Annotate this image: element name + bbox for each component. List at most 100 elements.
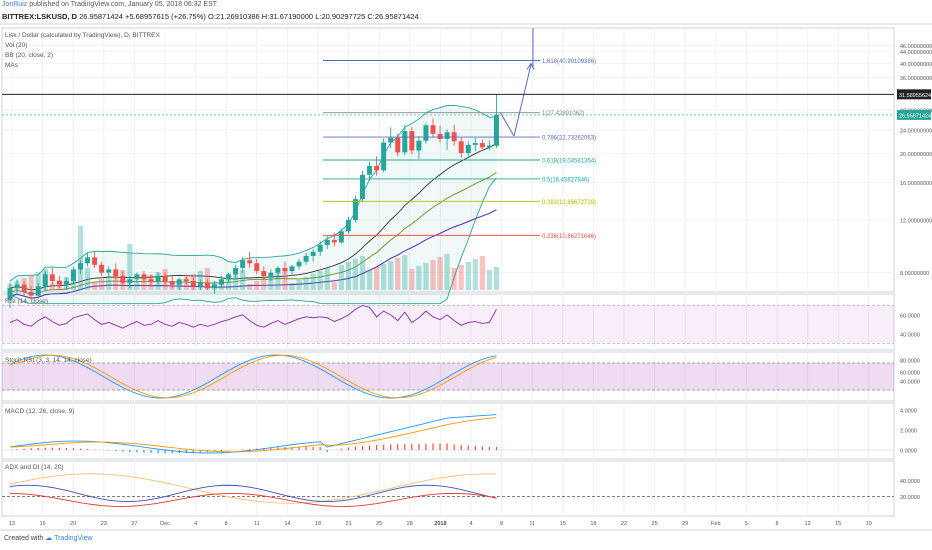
time-tick-label: Dec — [160, 521, 170, 527]
time-tick-label: 11 — [254, 521, 260, 527]
candle-body — [28, 291, 34, 296]
volume-bar — [451, 268, 457, 290]
macd-histogram-bar — [376, 445, 378, 450]
candle-body — [402, 131, 408, 153]
candle-body — [423, 125, 429, 141]
macd-histogram-bar — [30, 448, 32, 450]
candle-body — [388, 137, 394, 143]
volume-bar — [409, 269, 415, 290]
candle-body — [458, 141, 464, 154]
macd-histogram-bar — [150, 450, 152, 453]
macd-histogram-bar — [16, 449, 18, 450]
time-tick-label: 8 — [775, 521, 778, 527]
volume-bar — [28, 275, 34, 290]
candle-body — [472, 143, 478, 145]
candle-body — [226, 274, 232, 280]
volume-bar — [359, 256, 366, 290]
author-link[interactable]: JonRuiz — [2, 1, 28, 8]
macd-histogram-bar — [164, 450, 166, 454]
volume-bar — [282, 269, 288, 290]
time-tick-label: 21 — [346, 521, 352, 527]
legend-macd[interactable]: MACD (12, 26, close, 9) — [5, 408, 75, 415]
price-tick-label: 44.00000000 — [900, 50, 932, 56]
candle-body — [233, 267, 239, 275]
macd-histogram-bar — [305, 446, 307, 450]
legend-volume[interactable]: Vol (20) — [5, 42, 28, 49]
legend-stoch-rsi[interactable]: Stoch RSI (3, 3, 14, 14, close) — [5, 357, 92, 364]
macd-histogram-bar — [185, 450, 187, 453]
time-tick-label: 11 — [529, 521, 535, 527]
macd-histogram-bar — [199, 450, 201, 453]
candle-body — [176, 279, 182, 285]
macd-histogram-bar — [44, 447, 46, 450]
candle-body — [141, 274, 147, 280]
candle-body — [261, 271, 267, 276]
candle-body — [331, 239, 337, 243]
price-tick-label: 36.00000000 — [900, 76, 932, 82]
macd-histogram-bar — [249, 449, 251, 450]
legend-title[interactable]: Lisk / Dollar (calculated by TradingView… — [5, 32, 160, 39]
legend-adx[interactable]: ADX and DI (14, 20) — [5, 464, 64, 471]
candle-body — [275, 267, 281, 273]
candle-body — [219, 279, 224, 285]
macd-histogram-bar — [72, 448, 75, 450]
macd-histogram-bar — [171, 450, 173, 454]
symbol-info: BITTREX:LSKUSD, D 26.95871424 +5.6895761… — [2, 12, 419, 21]
macd-histogram-bar — [65, 447, 67, 450]
fib-level-label: 1(27.42891062) — [542, 111, 584, 117]
macd-histogram-bar — [383, 444, 385, 450]
macd-histogram-bar — [411, 443, 413, 450]
macd-histogram-bar — [397, 444, 399, 450]
macd-histogram-bar — [37, 447, 39, 450]
candle-body — [416, 140, 422, 151]
candle-body — [127, 279, 133, 283]
time-tick-label: 5 — [745, 521, 748, 527]
time-tick-label: 15 — [560, 521, 566, 527]
macd-histogram-bar — [291, 446, 293, 450]
candle-body — [106, 269, 112, 273]
macd-histogram-bar — [319, 447, 321, 450]
fib-level-label: 0.618(19.04581354) — [542, 158, 596, 164]
volume-bar — [106, 276, 112, 290]
open-label: O:21.26910386 — [207, 12, 260, 21]
candle-body — [430, 125, 436, 134]
candle-body — [409, 131, 415, 151]
pane-macd — [1, 402, 895, 460]
candle-body — [310, 251, 316, 256]
time-tick-label: 16 — [40, 521, 46, 527]
legend-moving-averages[interactable]: MAs — [5, 62, 18, 69]
volume-bar — [465, 262, 471, 290]
candle-body — [169, 281, 175, 285]
legend-bollinger[interactable]: BB (20, close, 2) — [5, 52, 54, 59]
symbol-label: BITTREX:LSKUSD, D — [2, 12, 77, 21]
candle-body — [338, 231, 344, 243]
time-tick-label: 4 — [194, 521, 197, 527]
legend-rsi[interactable]: RSI (14, close) — [5, 298, 48, 305]
volume-bar — [381, 264, 387, 290]
volume-bar — [127, 244, 133, 290]
price-tick-label: 12.00000000 — [900, 219, 932, 225]
price-label: 26.95871424 — [79, 12, 123, 21]
candle-body — [56, 281, 62, 285]
volume-bar — [233, 273, 239, 290]
adx-line — [9, 473, 497, 504]
volume-bar — [402, 255, 408, 290]
candle-body — [303, 255, 309, 262]
macd-histogram-bar — [115, 450, 117, 451]
stoch-d-line — [9, 354, 497, 399]
time-tick-label: 12 — [805, 521, 811, 527]
bollinger-lower-line — [9, 177, 497, 305]
candle-body — [282, 267, 288, 272]
candle-body — [42, 274, 48, 287]
macd-histogram-bar — [467, 445, 469, 450]
rsi-band — [2, 305, 894, 344]
volume-bar — [240, 270, 246, 290]
macd-tick-label: 4.0000 — [900, 409, 917, 415]
footer-brand[interactable]: TradingView — [54, 535, 93, 542]
change-label: +5.68957615 (+26.75%) — [124, 12, 206, 21]
volume-bar — [388, 261, 394, 290]
time-tick-label: 20 — [70, 521, 76, 527]
volume-bar — [35, 272, 41, 290]
fib-level-label: 1.618(40.99109386) — [542, 59, 596, 65]
